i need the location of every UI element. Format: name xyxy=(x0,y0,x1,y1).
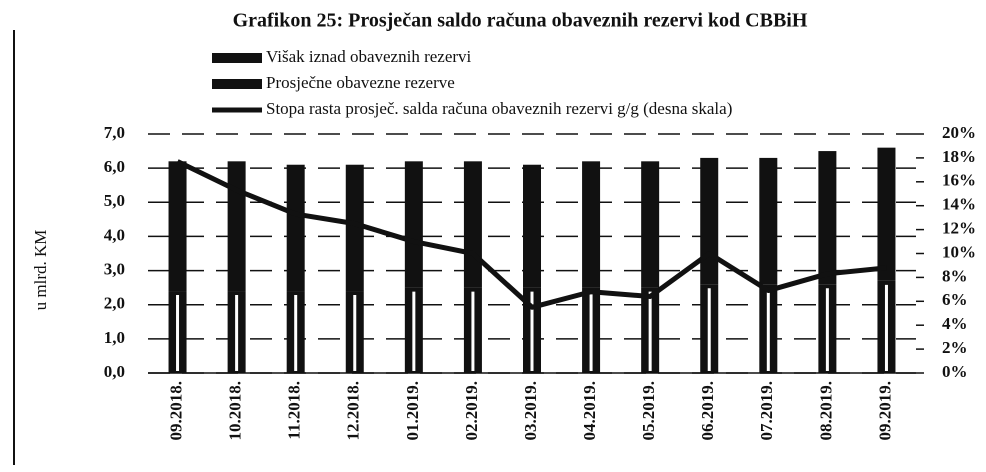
y2-tick-label: 4% xyxy=(942,314,968,333)
x-tick-label: 12.2018. xyxy=(344,381,363,441)
y-tick-label: 7,0 xyxy=(104,123,125,142)
y-tick-label: 0,0 xyxy=(104,362,125,381)
y-tick-label: 2,0 xyxy=(104,294,125,313)
legend-label: Višak iznad obaveznih rezervi xyxy=(266,47,472,66)
x-tick-label: 04.2019. xyxy=(580,381,599,441)
bar-segment xyxy=(168,161,187,292)
bar-segment xyxy=(404,161,423,288)
bar-segment xyxy=(286,164,305,292)
legend-swatch xyxy=(212,79,262,89)
x-tick-label: 02.2019. xyxy=(462,381,481,441)
bar-segment xyxy=(759,157,778,285)
x-tick-label: 10.2018. xyxy=(226,381,245,441)
chart-title: Grafikon 25: Prosječan saldo računa obav… xyxy=(233,10,808,32)
x-tick-label: 01.2019. xyxy=(403,381,422,441)
y2-tick-label: 12% xyxy=(942,219,976,238)
bar-segment xyxy=(463,161,482,288)
y-tick-label: 3,0 xyxy=(104,259,125,278)
bar-segment xyxy=(818,151,837,285)
line-series xyxy=(176,159,887,310)
y-axis-label: u mlrd. KM xyxy=(31,230,50,311)
y2-tick-label: 18% xyxy=(942,147,976,166)
legend-swatch xyxy=(212,53,262,63)
y2-tick-label: 8% xyxy=(942,266,968,285)
y2-tick-label: 10% xyxy=(942,242,976,261)
bar-segment xyxy=(700,157,719,285)
legend-label: Prosječne obavezne rezerve xyxy=(266,73,455,92)
y-tick-label: 1,0 xyxy=(104,328,125,347)
x-tick-label: 11.2018. xyxy=(285,381,304,440)
x-tick-label: 07.2019. xyxy=(757,381,776,441)
y2-tick-label: 0% xyxy=(942,362,968,381)
x-tick-label: 09.2018. xyxy=(166,381,185,441)
y-tick-label: 4,0 xyxy=(104,225,125,244)
x-tick-label: 08.2019. xyxy=(816,381,835,441)
bar-segment xyxy=(641,161,660,288)
y2-tick-label: 16% xyxy=(942,171,976,190)
y2-tick-label: 2% xyxy=(942,338,968,357)
y2-tick-label: 20% xyxy=(942,123,976,142)
y2-tick-label: 14% xyxy=(942,195,976,214)
bar-segment xyxy=(877,147,896,281)
bar-segment xyxy=(582,161,601,288)
x-tick-label: 06.2019. xyxy=(698,381,717,441)
x-tick-label: 03.2019. xyxy=(521,381,540,441)
x-tick-label: 05.2019. xyxy=(639,381,658,441)
bar-segment xyxy=(523,164,541,288)
legend-label: Stopa rasta prosječ. salda računa obavez… xyxy=(266,99,732,118)
y-tick-label: 5,0 xyxy=(104,191,125,210)
bar-segment xyxy=(345,164,364,292)
y2-tick-label: 6% xyxy=(942,290,968,309)
y-tick-label: 6,0 xyxy=(104,157,125,176)
bar-segment xyxy=(227,161,246,292)
x-tick-label: 09.2019. xyxy=(875,381,894,441)
